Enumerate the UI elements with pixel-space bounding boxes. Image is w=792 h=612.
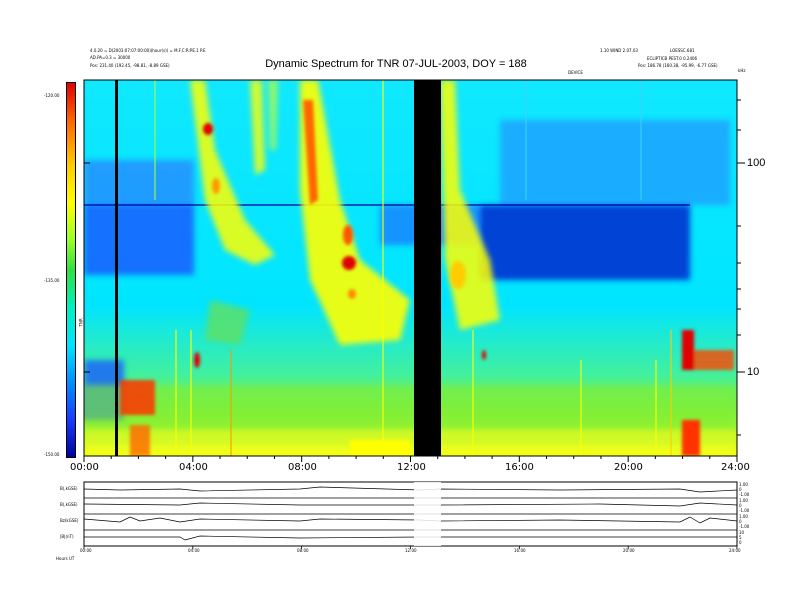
header-right-pos: Pos: 186.78 (160.38, -95.99, -6.77 GSE) — [638, 63, 718, 68]
header-left-line1: 4.0.20 = D(2003:07:07:00:00)(hour(s)) = … — [90, 48, 206, 53]
panel4-tick-a: 10 — [739, 530, 745, 535]
panel4-tick-b: 5 — [739, 535, 742, 540]
x-axis-ticks — [83, 456, 738, 462]
bottom-x-tick-2: 08:00 — [297, 548, 309, 553]
x-tick-2: 08:00 — [288, 462, 317, 473]
vertical-streaks — [154, 80, 672, 456]
bottom-x-tick-labels: 00:00 04:00 08:00 12:00 16:00 20:00 24:0… — [0, 548, 792, 556]
panel1-tick-a: 1.00 — [739, 482, 748, 487]
x-tick-4: 16:00 — [505, 462, 534, 473]
bottom-x-tick-6: 24:00 — [729, 548, 741, 553]
footer-hours: Hours — [56, 556, 68, 561]
left-pos-value: 231.40 (192.45, -98.81, -8.89 GSE) — [99, 63, 170, 68]
data-gap-1 — [115, 80, 118, 456]
data-gap-2 — [414, 80, 441, 456]
bottom-x-tick-1: 04:00 — [188, 548, 200, 553]
intense-bursts — [120, 100, 734, 456]
right-axis-ticks — [737, 99, 745, 436]
x-tick-labels: 00:00 04:00 08:00 12:00 16:00 20:00 24:0… — [0, 462, 792, 476]
panel3-tick-c: -1.00 — [739, 524, 750, 529]
panel4-tick-c: 0 — [739, 540, 742, 545]
x-tick-0: 00:00 — [70, 462, 99, 473]
y-tick-100: 100 — [747, 157, 766, 169]
right-pos-label: Pos: — [638, 63, 647, 68]
panel2-tick-a: 1.00 — [739, 498, 748, 503]
panel2-tick-c: -1.00 — [739, 508, 750, 513]
colorbar — [66, 82, 76, 458]
panel3-tick-b: 0 — [739, 519, 742, 524]
bottom-x-axis-ticks — [83, 546, 738, 549]
bottom-panel-traces — [83, 486, 738, 541]
colorbar-top-label: -120.00 — [44, 93, 60, 98]
header-left-line2: AD.PA=0.3 = 30000 — [90, 55, 131, 60]
bottom-x-tick-3: 12:00 — [405, 548, 417, 553]
chart-title: Dynamic Spectrum for TNR 07-JUL-2003, DO… — [265, 58, 527, 70]
y-unit-label: kHz — [738, 68, 746, 73]
footer-label: Hours UT — [56, 556, 74, 561]
panel-label-4: |B|(nT) — [60, 534, 74, 539]
panel-label-1: B(,kGSE) — [60, 486, 78, 491]
footer-ut: UT — [69, 556, 75, 561]
right-pos-value: 186.78 (160.38, -95.99, -6.77 GSE) — [647, 63, 718, 68]
panel-label-3: Bz(kGSE) — [60, 518, 79, 523]
bottom-x-tick-5: 20:00 — [623, 548, 635, 553]
header-right-line2: ECLIPTICB PEST.0 0.2406 — [647, 56, 698, 61]
panel-right-ticks: 1.00 0 -1.00 1.00 0 -1.00 1.00 0 -1.00 1… — [739, 482, 759, 546]
x-tick-5: 20:00 — [614, 462, 643, 473]
panel1-tick-c: -1.00 — [739, 492, 750, 497]
panel1-tick-b: 0 — [739, 487, 742, 492]
x-tick-1: 04:00 — [179, 462, 208, 473]
bottom-x-tick-4: 16:00 — [514, 548, 526, 553]
deep-blue-band — [84, 120, 730, 420]
header-right-line3: LOESSC.681 — [670, 48, 695, 53]
panel2-tick-b: 0 — [739, 503, 742, 508]
colorbar-bottom-label: -150.00 — [44, 452, 60, 457]
x-tick-6: 24:00 — [721, 462, 750, 473]
header-right-line1: 1.10 WIND 2.07.03 — [600, 48, 638, 53]
panel-label-2: B(,kGSE) — [60, 502, 78, 507]
header-left-pos: Pos: 231.40 (192.45, -98.81, -8.89 GSE) — [90, 63, 170, 68]
y-tick-10: 10 — [747, 366, 760, 378]
panel3-tick-a: 1.00 — [739, 514, 748, 519]
header-mid-small: DEVICE — [568, 70, 583, 75]
left-pos-label: Pos: — [90, 63, 99, 68]
x-tick-3: 12:00 — [397, 462, 426, 473]
bottom-x-tick-0: 00:00 — [80, 548, 92, 553]
colorbar-mid-label: -135.00 — [44, 278, 60, 283]
